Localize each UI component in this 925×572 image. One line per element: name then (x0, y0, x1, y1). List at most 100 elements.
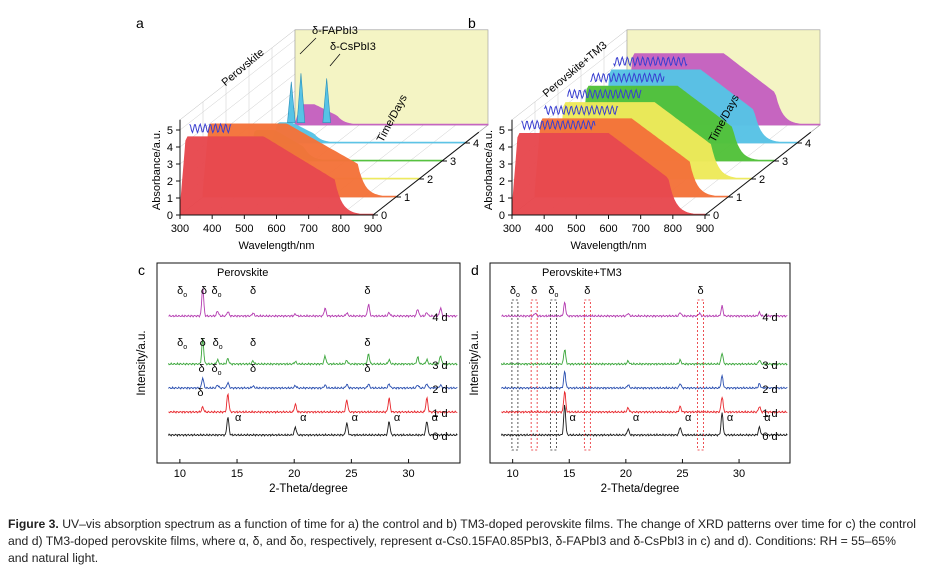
z-tick-label: 2 (759, 174, 765, 186)
phase-marker-delta: δ (250, 363, 256, 375)
phase-marker-delta: δ (698, 285, 704, 297)
day-label-1: 1 d (432, 408, 447, 420)
absorption-peak (287, 81, 296, 123)
xrd-trace-day-2 (168, 376, 458, 390)
x-tick-label: 400 (203, 223, 221, 235)
figure-caption: Figure 3. UV–vis absorption spectrum as … (8, 516, 918, 567)
day-label-3: 3 d (432, 360, 447, 372)
day-label-2: 2 d (762, 384, 777, 396)
z-tick-label: 3 (450, 156, 456, 168)
phase-marker-alpha: α (570, 412, 577, 424)
wall-gridline (179, 39, 296, 131)
panel-b-uvvis-tm3: b 0 1 2 3 4 5 Absorbance/a.u. 300 400 500 600 700 800… (468, 15, 821, 252)
y-axis-title: Intensity/a.u. (136, 330, 148, 395)
x-axis-title: 2-Theta/degree (601, 483, 680, 495)
phase-marker-subscript: o (183, 292, 187, 299)
y-tick-label: 3 (167, 159, 173, 171)
peak-highlight-box (549, 299, 557, 451)
x-tick-label: 900 (364, 223, 382, 235)
spectrum-day-0 (511, 132, 706, 216)
y-tick-label: 1 (499, 193, 505, 205)
x-tick-label: 10 (174, 468, 186, 480)
y-tick-label: 2 (499, 176, 505, 188)
y-tick-label: 2 (167, 176, 173, 188)
day-label-4: 4 d (762, 312, 777, 324)
day-label-0: 0 d (432, 431, 447, 443)
phase-marker-delta: δ (250, 285, 256, 297)
x-tick-label: 25 (345, 468, 357, 480)
phase-marker-alpha: α (394, 412, 401, 424)
day-label-3: 3 d (762, 360, 777, 372)
panel-letter: c (138, 262, 145, 278)
day-label-4: 4 d (432, 312, 447, 324)
xrd-trace-day-4 (501, 301, 788, 318)
phase-marker-subscript: o (219, 344, 223, 351)
day-label-0: 0 d (762, 431, 777, 443)
phase-marker-delta-o: δo (548, 285, 558, 299)
xrd-trace-day-0 (500, 404, 788, 437)
wall-gridline (511, 56, 628, 148)
floor-gridline (340, 124, 456, 216)
x-tick-label: 800 (332, 223, 350, 235)
phase-marker-subscript: o (218, 292, 222, 299)
noise-trace-day-3 (590, 72, 665, 84)
x-tick-label: 15 (563, 468, 575, 480)
x-tick-label: 400 (535, 223, 553, 235)
phase-marker-delta: δ (364, 337, 370, 349)
phase-marker-delta: δ (364, 285, 370, 297)
xrd-trace-day-2 (500, 370, 788, 390)
z-tick-label: 3 (782, 156, 788, 168)
x-tick-label: 800 (664, 223, 682, 235)
annotation-arrow (299, 37, 317, 55)
phase-marker-delta: δ (197, 387, 203, 399)
panel-letter: a (136, 15, 144, 31)
xrd-trace-day-3 (167, 338, 458, 366)
y-tick-label: 5 (499, 125, 505, 137)
phase-marker-delta-o: δo (177, 337, 187, 351)
x-tick-label: 600 (599, 223, 617, 235)
phase-marker-alpha: α (685, 412, 692, 424)
xrd-trace-day-0 (167, 417, 458, 437)
phase-marker-alpha: α (352, 412, 359, 424)
z-tick-label: 2 (427, 174, 433, 186)
wall-gridline (511, 39, 628, 131)
xrd-trace-day-1 (168, 392, 458, 414)
x-axis-title: 2-Theta/degree (269, 483, 348, 495)
x-tick-label: 30 (402, 468, 414, 480)
z-axis (704, 131, 812, 216)
peak-highlight-box (697, 299, 704, 451)
absorption-peak (296, 73, 306, 123)
phase-marker-subscript: o (516, 292, 520, 299)
x-axis-title: Wavelength/nm (570, 240, 646, 252)
phase-marker-delta-o: δo (213, 337, 223, 351)
x-tick-label: 30 (733, 468, 745, 480)
y-tick-label: 0 (167, 210, 173, 222)
phase-marker-delta: δ (531, 285, 537, 297)
y-tick-label: 5 (167, 125, 173, 137)
phase-marker-alpha: α (300, 412, 307, 424)
z-tick-label: 4 (473, 138, 479, 150)
phase-marker-delta: δ (200, 337, 206, 349)
noise-trace-day-0 (521, 119, 596, 131)
z-tick-label: 4 (805, 138, 811, 150)
phase-marker-alpha: α (764, 412, 771, 424)
xrd-trace-day-1 (501, 390, 788, 414)
phase-marker-subscript: o (555, 292, 559, 299)
z-tick-label: 0 (381, 210, 387, 222)
z-tick-label: 1 (736, 192, 742, 204)
phase-marker-alpha: α (432, 412, 439, 424)
panel-letter: d (471, 262, 479, 278)
x-tick-label: 700 (299, 223, 317, 235)
caption-label: Figure 3. (8, 517, 59, 531)
absorption-peak (322, 78, 331, 123)
wall-gridline (179, 56, 296, 148)
x-tick-label: 10 (507, 468, 519, 480)
x-tick-label: 900 (696, 223, 714, 235)
panel-a-uvvis-control: a δ-FAPbI3δ-CsPbI3012345Absorbance/a.u.30… (136, 15, 489, 252)
y-tick-label: 4 (167, 142, 173, 154)
y-tick-label: 0 (499, 210, 505, 222)
x-tick-label: 20 (620, 468, 632, 480)
plot-title: Perovskite+TM3 (542, 267, 622, 279)
day-label-2: 2 d (432, 384, 447, 396)
phase-marker-delta: δ (201, 285, 207, 297)
